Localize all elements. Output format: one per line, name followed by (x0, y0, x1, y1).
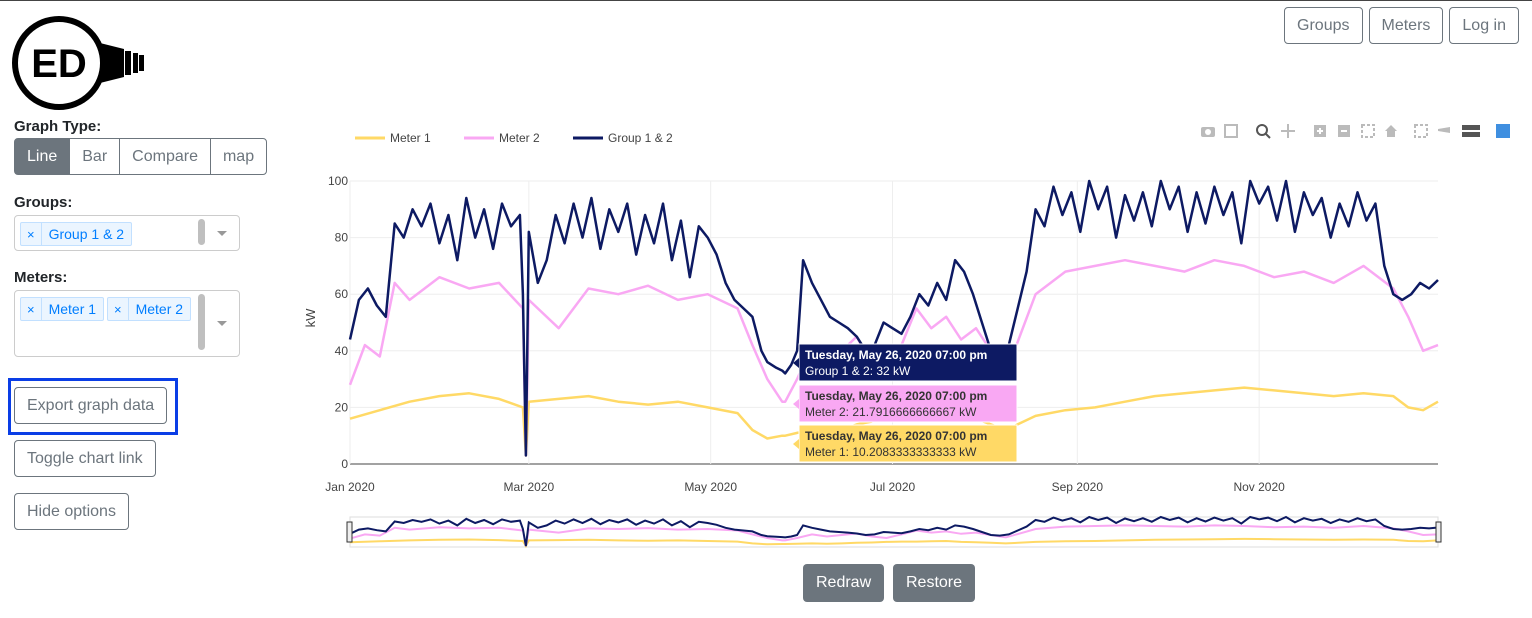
meter-chip-label: Meter 1 (48, 301, 97, 317)
hover-tooltip: Tuesday, May 26, 2020 07:00 pm Meter 1: 1… (793, 424, 1018, 463)
redraw-button[interactable]: Redraw (803, 564, 885, 602)
chevron-down-icon[interactable] (217, 321, 227, 326)
login-button[interactable]: Log in (1449, 7, 1519, 44)
series-line-group-1-2 (348, 179, 1439, 457)
hide-options-button[interactable]: Hide options (14, 493, 129, 530)
graph-type-map-button[interactable]: map (209, 138, 268, 175)
graph-type-line-button[interactable]: Line (14, 138, 71, 175)
tooltip-title: Tuesday, May 26, 2020 07:00 pm (805, 429, 987, 443)
y-tick-label: 80 (335, 231, 349, 245)
home-icon[interactable] (1385, 125, 1397, 137)
hover-tooltip: Tuesday, May 26, 2020 07:00 pm Meter 2: 2… (793, 384, 1018, 423)
tooltip-title: Tuesday, May 26, 2020 07:00 pm (805, 389, 987, 403)
x-tick-label: Mar 2020 (503, 480, 554, 494)
graph-type-selector: Line Bar Compare map (14, 138, 268, 175)
meter-chip: × Meter 2 (107, 297, 192, 321)
tooltip-pointer (793, 399, 799, 409)
export-highlight-box (8, 378, 178, 435)
graph-type-compare-button[interactable]: Compare (119, 138, 211, 175)
chevron-down-icon[interactable] (217, 231, 227, 236)
remove-meter-icon[interactable]: × (21, 298, 42, 320)
spike-lines-icon[interactable] (1414, 124, 1428, 138)
graph-type-label: Graph Type: (14, 118, 102, 135)
x-tick-label: Jan 2020 (325, 480, 375, 494)
range-handle-right (1435, 521, 1442, 543)
x-tick-label: Sep 2020 (1052, 480, 1104, 494)
y-tick-label: 40 (335, 344, 349, 358)
range-slider (349, 516, 1439, 548)
groups-select[interactable]: × Group 1 & 2 (14, 215, 240, 251)
hover-tooltip: Tuesday, May 26, 2020 07:00 pm Group 1 & … (793, 343, 1018, 382)
remove-group-icon[interactable]: × (21, 223, 42, 245)
export-graph-data-button[interactable]: Export graph data (14, 387, 168, 424)
top-nav: Groups Meters Log in (1284, 7, 1519, 44)
range-slider-series (349, 537, 1439, 549)
group-chip-label: Group 1 & 2 (48, 226, 125, 242)
tooltip-value: Meter 1: 10.2083333333333 kW (805, 445, 977, 459)
restore-button[interactable]: Restore (893, 564, 976, 602)
hover-compare-icon[interactable] (1462, 125, 1480, 137)
autoscale-icon[interactable] (1361, 124, 1375, 138)
y-tick-label: 60 (335, 287, 349, 301)
pan-icon[interactable] (1281, 124, 1295, 138)
zoom-in-icon[interactable] (1314, 125, 1326, 137)
graph-type-bar-button[interactable]: Bar (69, 138, 121, 175)
hover-closest-icon[interactable] (1438, 127, 1450, 133)
groups-label: Groups: (14, 194, 73, 211)
meters-select[interactable]: × Meter 1 × Meter 2 (14, 290, 240, 357)
tooltip-value: Meter 2: 21.7916666666667 kW (805, 405, 977, 419)
series-line-meter-2 (348, 258, 1439, 457)
ed-logo: ED (12, 16, 144, 110)
range-handle-left (346, 521, 353, 543)
tooltip-box (798, 424, 1018, 463)
legend-entry: Meter 1 (390, 131, 431, 145)
tooltip-value: Group 1 & 2: 32 kW (805, 364, 911, 378)
toggle-chart-link-button[interactable]: Toggle chart link (14, 440, 156, 477)
x-tick-label: Jul 2020 (870, 480, 916, 494)
series-line-meter-1 (349, 386, 1439, 457)
zoom-out-icon[interactable] (1338, 125, 1350, 137)
y-tick-label: 0 (341, 457, 348, 471)
tooltip-pointer (793, 439, 799, 449)
range-slider-series (349, 515, 1439, 547)
tooltip-box (798, 384, 1018, 423)
meter-chip: × Meter 1 (20, 297, 105, 321)
y-axis-label: kW (303, 308, 318, 328)
tooltip-title: Tuesday, May 26, 2020 07:00 pm (805, 348, 987, 362)
tooltip-box (798, 343, 1018, 382)
remove-meter-icon[interactable]: × (108, 298, 129, 320)
y-tick-label: 20 (335, 400, 349, 414)
range-slider-series (349, 524, 1439, 547)
plotly-logo-icon[interactable] (1496, 124, 1510, 138)
tooltip-pointer (793, 358, 799, 368)
x-tick-label: Nov 2020 (1233, 480, 1285, 494)
y-tick-label: 100 (328, 174, 348, 188)
x-tick-label: May 2020 (684, 480, 737, 494)
logo-text: ED (31, 42, 87, 86)
groups-nav-button[interactable]: Groups (1284, 7, 1363, 44)
meters-scrollbar[interactable] (198, 294, 205, 350)
save-icon[interactable] (1224, 124, 1238, 138)
legend-entry: Group 1 & 2 (608, 131, 673, 145)
zoom-icon[interactable] (1256, 124, 1271, 139)
meters-label: Meters: (14, 269, 68, 286)
meters-nav-button[interactable]: Meters (1368, 7, 1444, 44)
meter-chip-label: Meter 2 (135, 301, 184, 317)
group-chip: × Group 1 & 2 (20, 222, 133, 246)
camera-icon[interactable] (1201, 127, 1215, 137)
legend-entry: Meter 2 (499, 131, 540, 145)
groups-scrollbar[interactable] (198, 219, 205, 245)
